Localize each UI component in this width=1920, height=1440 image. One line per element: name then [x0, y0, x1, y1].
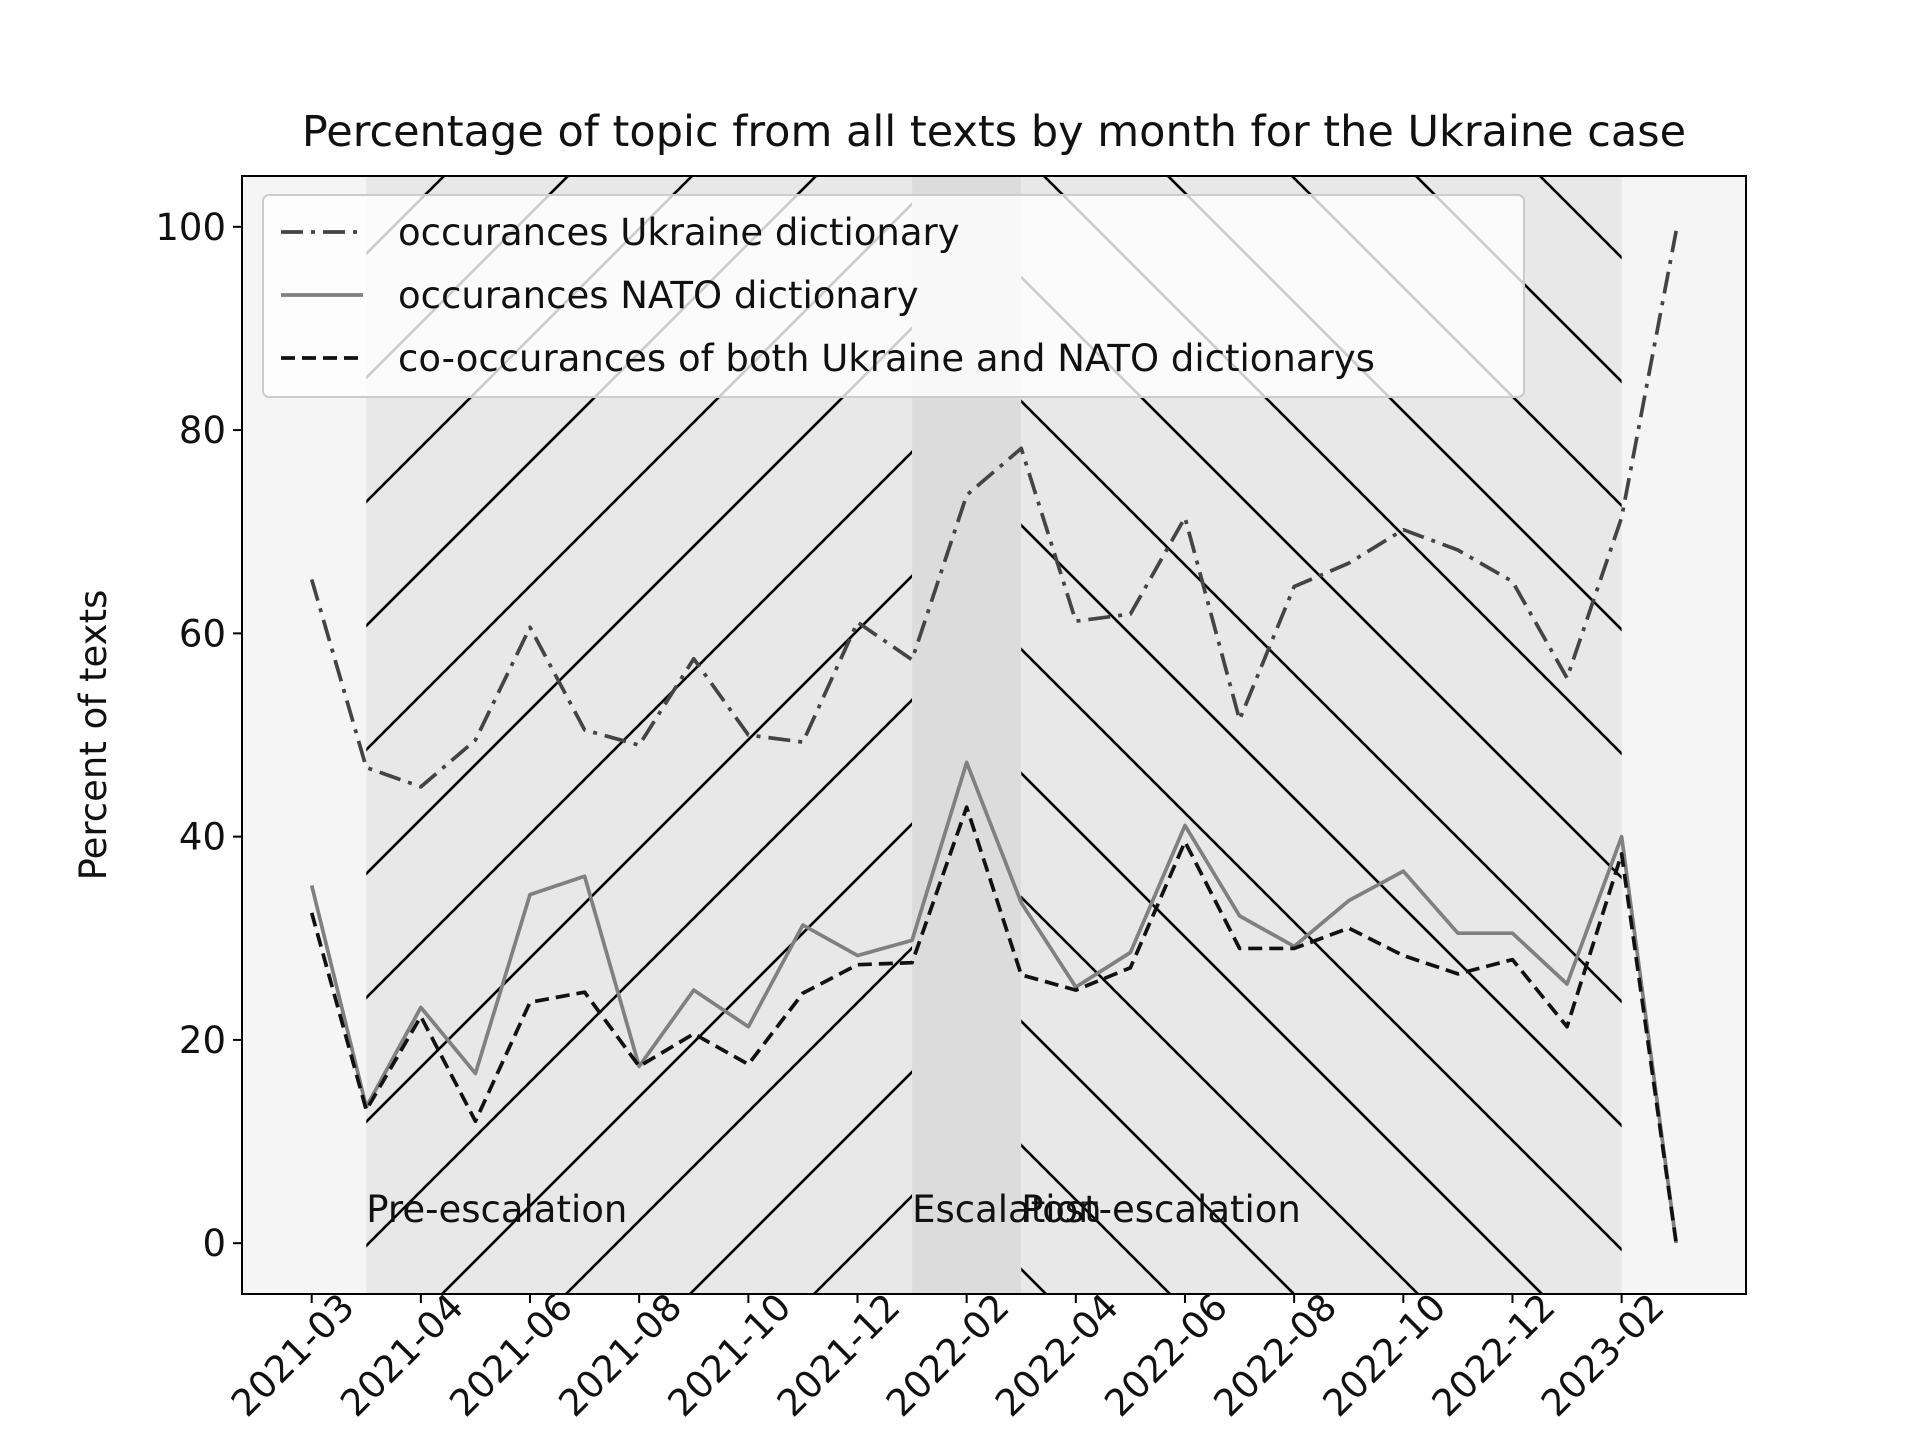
span-label: Escalation — [912, 1188, 1102, 1231]
y-tick-label: 20 — [179, 1019, 226, 1062]
y-tick-label: 80 — [179, 409, 226, 452]
series-line — [309, 805, 1679, 1244]
chart-title: Percentage of topic from all texts by mo… — [302, 107, 1686, 157]
series-line — [309, 760, 1679, 1244]
y-tick-label: 60 — [179, 612, 226, 655]
legend-label: occurances Ukraine dictionary — [398, 211, 960, 254]
span-label: Post-escalation — [1021, 1188, 1301, 1231]
y-axis-label: Percent of texts — [72, 590, 115, 881]
y-tick-label: 0 — [202, 1222, 226, 1265]
plot-frame — [241, 175, 1747, 1295]
y-tick-label: 100 — [155, 206, 226, 249]
y-tick-label: 40 — [179, 816, 226, 859]
series-line — [309, 230, 1679, 789]
legend-box — [262, 194, 1525, 398]
legend: occurances Ukraine dictionary occurances … — [262, 194, 1525, 398]
legend-label: co-occurances of both Ukraine and NATO d… — [398, 337, 1375, 380]
span-label: Pre-escalation — [366, 1188, 627, 1231]
lines — [309, 230, 1679, 1244]
legend-label: occurances NATO dictionary — [398, 274, 919, 317]
